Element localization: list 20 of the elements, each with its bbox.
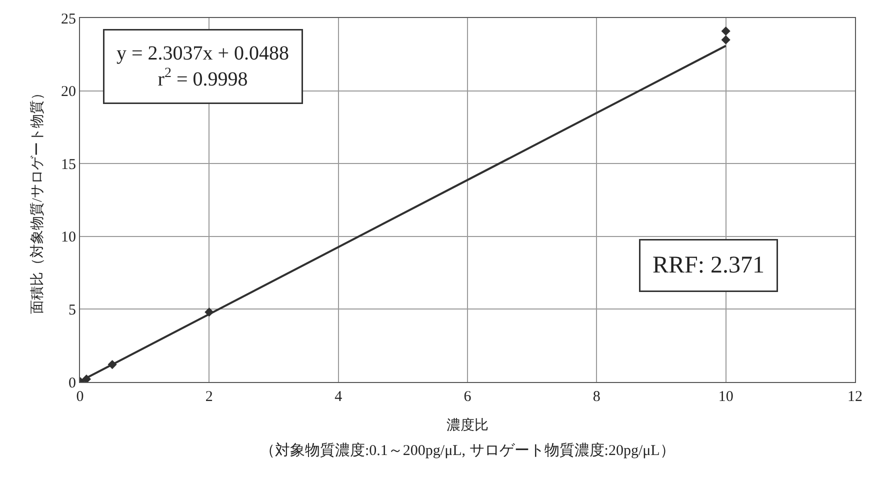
- y-tick-label: 0: [68, 375, 76, 392]
- x-tick-label: 6: [464, 389, 472, 405]
- y-tick-label: 15: [61, 156, 76, 173]
- annotation: r$^{2}$ = 0.9998: [158, 66, 248, 90]
- y-tick-label: 25: [61, 11, 76, 28]
- x-axis-title: 濃度比: [446, 417, 488, 434]
- y-tick-label: 5: [68, 302, 76, 318]
- x-tick-label: 4: [334, 389, 343, 405]
- point: [721, 26, 730, 36]
- annotation: y = 2.3037x + 0.0488: [116, 42, 290, 64]
- y-tick-label: 10: [61, 230, 76, 246]
- x-tick-label: 2: [205, 389, 213, 405]
- x-tick-label: 10: [718, 389, 734, 405]
- y-tick-label: 20: [61, 84, 76, 100]
- annotation: RRF: 2.371: [652, 252, 765, 278]
- x-tick-label: 12: [848, 389, 862, 405]
- text: （対象物質濃度:0.1～200pg/μL, サロゲート物質濃度:20pg/μL）: [260, 442, 675, 459]
- point: [721, 35, 730, 44]
- x-tick-label: 8: [592, 389, 600, 405]
- y-axis-title: 面積比（対象物質/サロゲート物質）: [30, 86, 46, 314]
